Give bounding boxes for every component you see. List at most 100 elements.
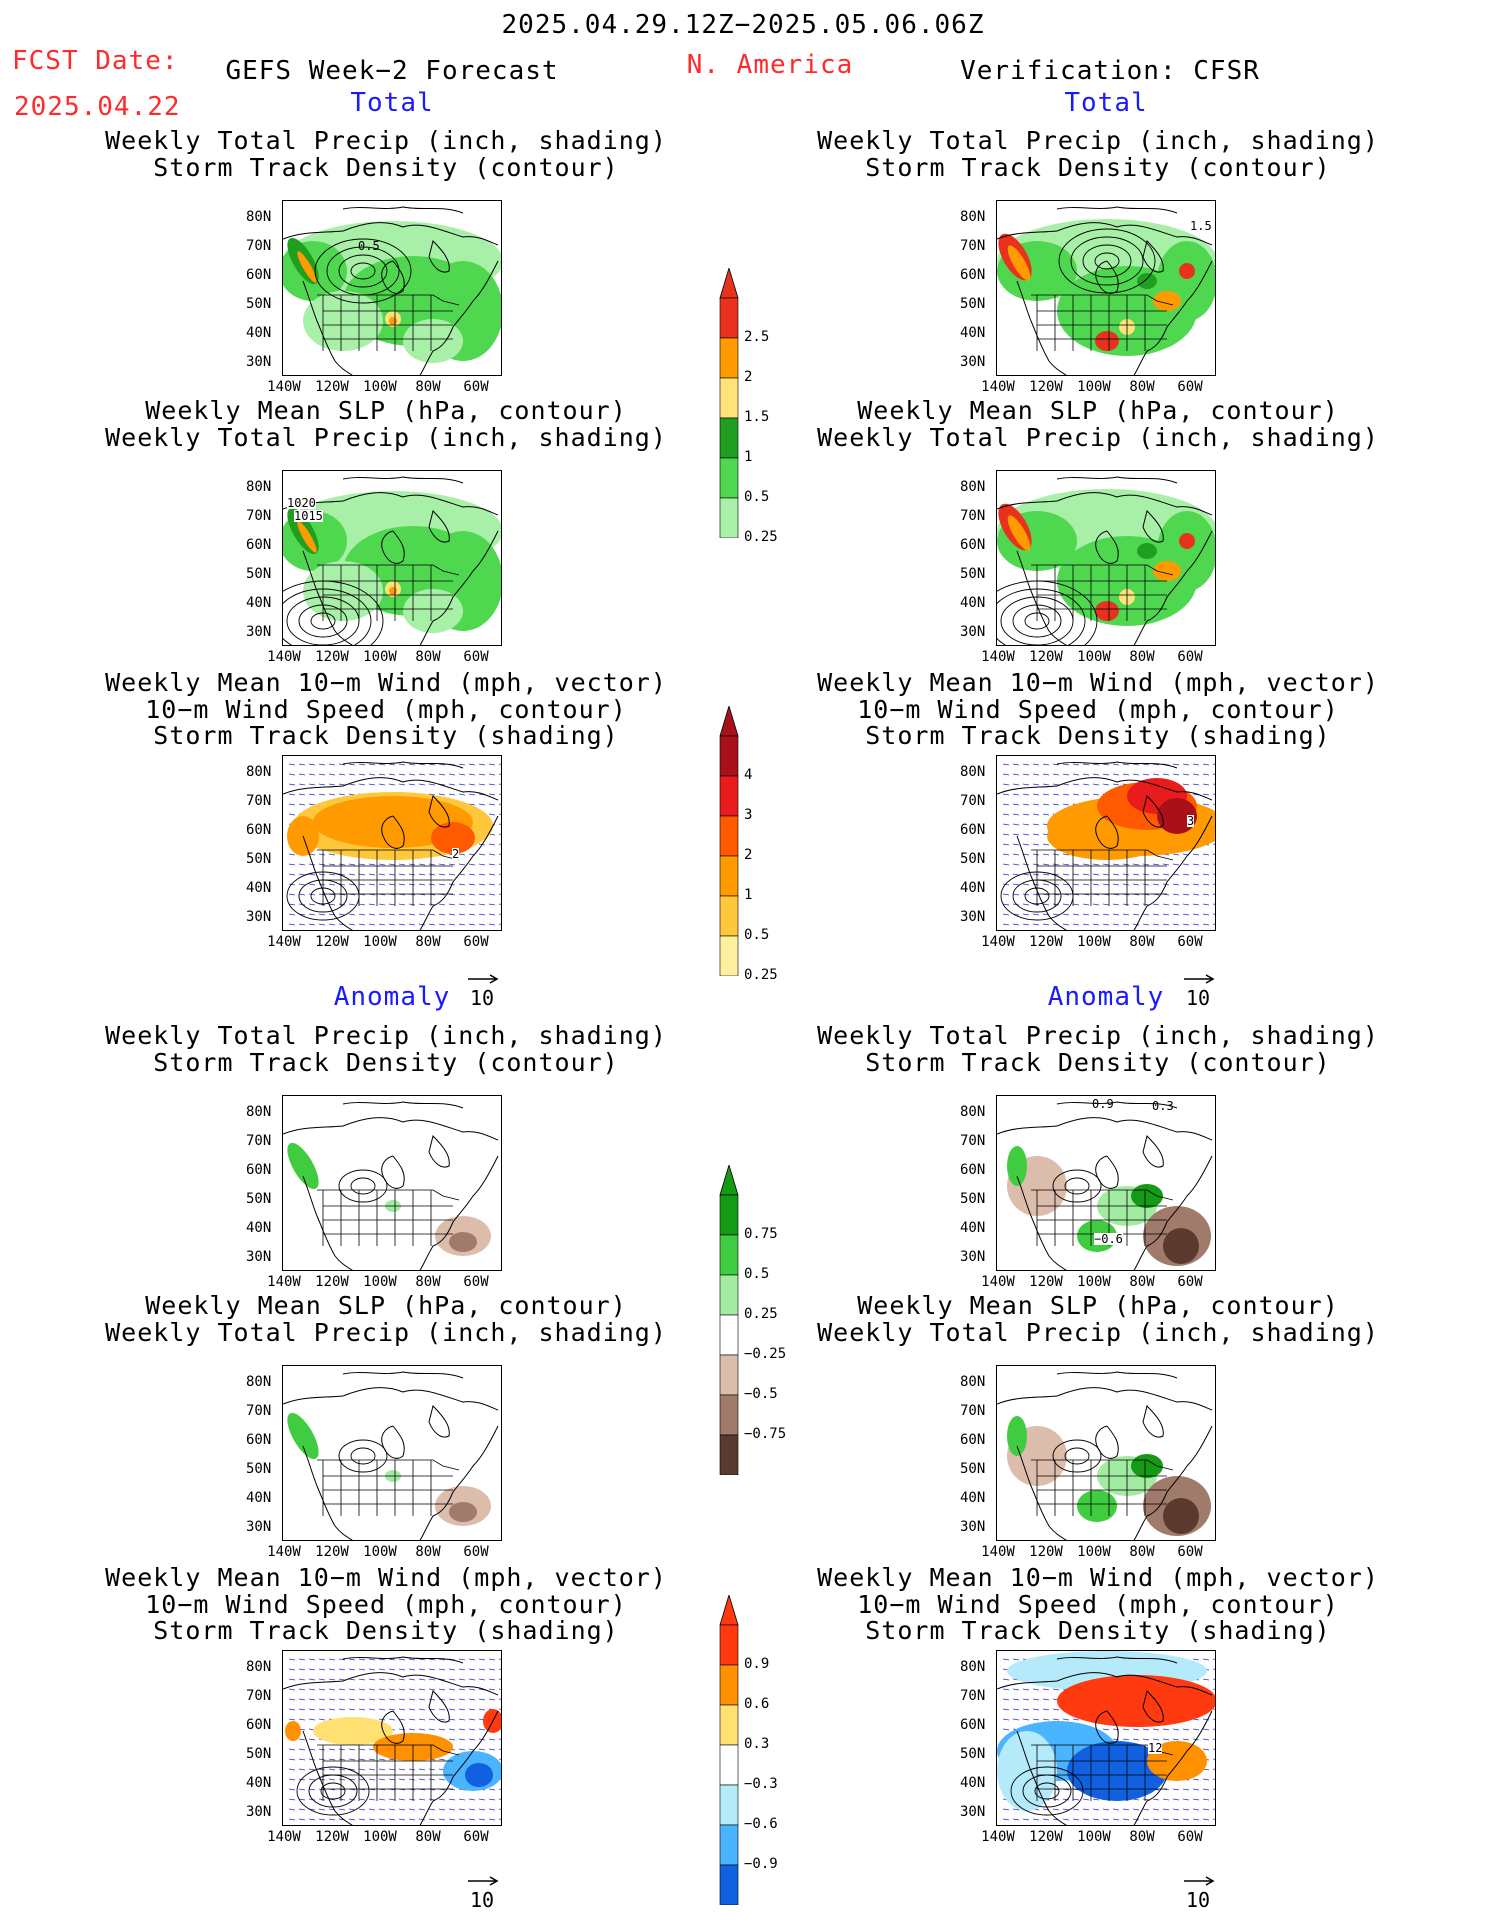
vector-ref-label: 10 <box>1186 1888 1211 1912</box>
lat-tick-label: 50N <box>246 1461 272 1477</box>
colorbar-label: 0.5 <box>744 927 770 943</box>
fc-total-wind-title3: Storm Track Density (shading) <box>153 721 619 750</box>
ver-total-vector-ref: 10 <box>1182 966 1216 1010</box>
lat-tick-label: 30N <box>960 1519 986 1535</box>
colorbar-segment <box>719 855 739 897</box>
lon-tick-label: 120W <box>315 649 349 665</box>
lat-tick-label: 50N <box>960 1191 986 1207</box>
fc-anom-precip-map <box>282 1095 502 1271</box>
colorbar-label: 2 <box>744 847 753 863</box>
fc-total-slp-title1: Weekly Mean SLP (hPa, contour) <box>145 396 627 425</box>
ver-anom-precip-title2: Storm Track Density (contour) <box>865 1048 1331 1077</box>
shading-region <box>297 251 317 283</box>
colorbar-segment <box>719 1864 739 1905</box>
colorbar-segment <box>719 895 739 937</box>
shading-region <box>1077 1490 1117 1522</box>
state-borders <box>1031 1459 1174 1516</box>
lat-tick-label: 40N <box>960 325 986 341</box>
fc-anom-precip-title1: Weekly Total Precip (inch, shading) <box>105 1021 667 1050</box>
fcst-date-label: FCST Date: <box>12 46 179 76</box>
contour-lines <box>338 1439 388 1473</box>
coastline <box>997 1371 1213 1540</box>
colorbar-segment <box>719 457 739 499</box>
lon-tick-label: 120W <box>315 379 349 395</box>
lat-tick-label: 40N <box>246 880 272 896</box>
colorbar-label: −0.5 <box>744 1386 778 1402</box>
lon-tick-label: 80W <box>1129 934 1155 950</box>
lat-tick-label: 70N <box>246 793 272 809</box>
lon-tick-label: 80W <box>1129 649 1155 665</box>
shading-region <box>403 589 463 633</box>
shading-region <box>1057 1675 1215 1727</box>
colorbar-label: 0.5 <box>744 1266 770 1282</box>
colorbar-segment <box>719 417 739 459</box>
lon-tick-label: 60W <box>463 379 489 395</box>
state-borders <box>317 1459 460 1516</box>
lon-tick-label: 60W <box>463 649 489 665</box>
lon-tick-label: 120W <box>1029 379 1063 395</box>
lon-tick-label: 100W <box>1077 649 1111 665</box>
vector-arrow-icon <box>1184 974 1215 984</box>
contour-lines <box>314 238 412 304</box>
lon-tick-label: 60W <box>463 1544 489 1560</box>
contour-lines <box>1058 228 1156 294</box>
lon-tick-label: 120W <box>1029 1829 1063 1845</box>
state-borders <box>317 564 460 621</box>
lat-tick-label: 70N <box>246 238 272 254</box>
fc-anom-slp-title2: Weekly Total Precip (inch, shading) <box>105 1318 667 1347</box>
lon-tick-label: 100W <box>1077 934 1111 950</box>
colorbar-label: −0.75 <box>744 1426 787 1442</box>
fcst-date-value: 2025.04.22 <box>14 92 181 122</box>
colorbar-segment <box>719 297 739 339</box>
anom-precip-colorbar <box>719 1165 739 1475</box>
shading-region <box>1095 601 1119 621</box>
lat-tick-label: 40N <box>960 880 986 896</box>
ver-total-slp-title1: Weekly Mean SLP (hPa, contour) <box>857 396 1339 425</box>
ver-anom-precip-label-a: −0.6 <box>1094 1232 1123 1246</box>
lat-tick-label: 60N <box>960 1717 986 1733</box>
lon-tick-label: 140W <box>267 1829 301 1845</box>
lat-tick-label: 70N <box>960 1688 986 1704</box>
fc-total-wind-title1: Weekly Mean 10−m Wind (mph, vector) <box>105 668 667 697</box>
contour-lines <box>296 1766 370 1816</box>
colorbar-segment <box>719 377 739 419</box>
coastline <box>283 476 499 645</box>
lat-tick-label: 70N <box>960 1133 986 1149</box>
period-title: 2025.04.29.12Z−2025.05.06.06Z <box>501 10 985 40</box>
colorbar-label: −0.9 <box>744 1856 778 1872</box>
state-borders <box>317 294 460 351</box>
ver-total-slp-map-canvas <box>997 476 1215 645</box>
lat-tick-label: 80N <box>960 1659 986 1675</box>
lat-tick-label: 70N <box>246 1688 272 1704</box>
lat-tick-label: 30N <box>960 1804 986 1820</box>
ver-anom-precip-label-b: 0.9 <box>1092 1097 1114 1111</box>
colorbar-segment <box>719 1194 739 1236</box>
ver-total-slp-title2: Weekly Total Precip (inch, shading) <box>817 423 1379 452</box>
shading-region <box>1007 245 1031 281</box>
shading-region <box>1179 533 1195 549</box>
colorbar-label: 2.5 <box>744 329 770 345</box>
colorbar-label: 0.5 <box>744 489 770 505</box>
lon-tick-label: 60W <box>1177 1544 1203 1560</box>
lon-tick-label: 140W <box>981 934 1015 950</box>
lat-tick-label: 70N <box>960 1403 986 1419</box>
lon-tick-label: 140W <box>981 1274 1015 1290</box>
lat-tick-label: 50N <box>960 296 986 312</box>
fc-anom-wind-map-canvas <box>283 1656 501 1825</box>
lon-tick-label: 140W <box>981 1544 1015 1560</box>
coastline <box>997 1101 1213 1270</box>
ver-total-slp-map <box>996 470 1216 646</box>
coastline <box>283 1371 499 1540</box>
vector-arrow-icon <box>1184 1876 1215 1886</box>
shading-region <box>389 317 397 325</box>
shading-region <box>1163 1228 1199 1264</box>
lon-tick-label: 80W <box>415 1829 441 1845</box>
lat-tick-label: 30N <box>246 354 272 370</box>
lat-tick-label: 30N <box>960 624 986 640</box>
lon-tick-label: 100W <box>363 934 397 950</box>
shading-region <box>403 319 463 363</box>
shading-region <box>1137 273 1157 289</box>
fc-anom-wind-title1: Weekly Mean 10−m Wind (mph, vector) <box>105 1563 667 1592</box>
lon-tick-label: 100W <box>1077 1544 1111 1560</box>
fc-anom-wind-title2: 10−m Wind Speed (mph, contour) <box>145 1590 627 1619</box>
